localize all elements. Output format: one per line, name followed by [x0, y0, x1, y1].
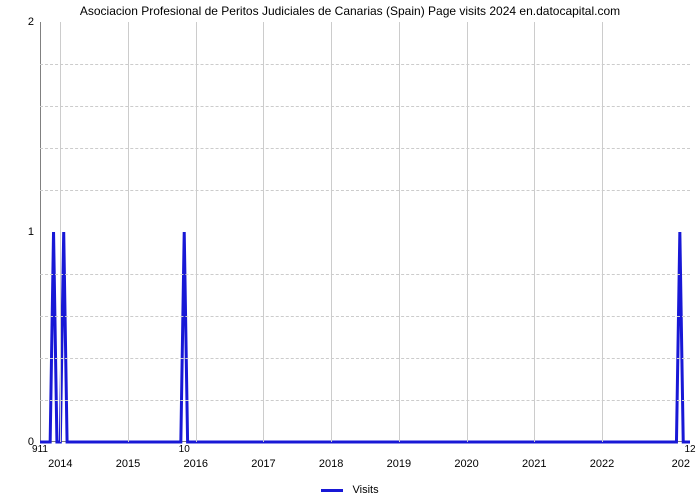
line-series — [40, 22, 690, 442]
gridline-h — [40, 274, 690, 275]
series-value-label: 911 — [32, 444, 48, 455]
x-tick-label: 2022 — [590, 442, 614, 470]
series-value-label: 10 — [179, 444, 190, 455]
gridline-h — [40, 358, 690, 359]
gridline-v — [467, 22, 468, 442]
chart-title: Asociacion Profesional de Peritos Judici… — [0, 4, 700, 18]
gridline-h — [40, 400, 690, 401]
gridline-v — [60, 22, 61, 442]
x-tick-label: 2017 — [251, 442, 275, 470]
legend-label: Visits — [352, 484, 378, 496]
x-tick-label: 2014 — [48, 442, 72, 470]
gridline-v — [128, 22, 129, 442]
gridline-v — [534, 22, 535, 442]
gridline-v — [263, 22, 264, 442]
x-tick-label: 2021 — [522, 442, 546, 470]
x-tick-label: 2020 — [454, 442, 478, 470]
gridline-v — [602, 22, 603, 442]
legend-swatch — [321, 489, 343, 492]
gridline-v — [399, 22, 400, 442]
gridline-v — [331, 22, 332, 442]
gridline-h — [40, 316, 690, 317]
legend: Visits — [0, 484, 700, 496]
x-tick-label: 2015 — [116, 442, 140, 470]
x-tick-label: 2019 — [387, 442, 411, 470]
gridline-h — [40, 190, 690, 191]
y-tick-label: 2 — [28, 16, 40, 28]
gridline-h — [40, 106, 690, 107]
gridline-h — [40, 64, 690, 65]
plot-area: 2014201520162017201820192020202120222020… — [40, 22, 690, 442]
chart-container: Asociacion Profesional de Peritos Judici… — [0, 0, 700, 500]
gridline-v — [196, 22, 197, 442]
series-value-label: 12 — [684, 444, 695, 455]
x-tick-label: 2018 — [319, 442, 343, 470]
gridline-h — [40, 148, 690, 149]
y-tick-label: 1 — [28, 226, 40, 238]
